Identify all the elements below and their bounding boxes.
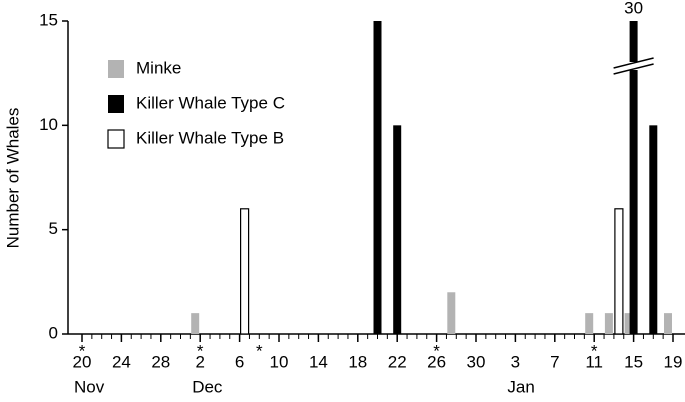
axis-break-gap <box>613 62 654 70</box>
x-tick-label: 18 <box>348 352 367 371</box>
bar <box>664 313 672 334</box>
x-tick-label: 20 <box>73 352 92 371</box>
asterisk: * <box>197 341 204 360</box>
asterisk: * <box>256 341 263 360</box>
x-tick-label: 30 <box>467 352 486 371</box>
bar <box>614 208 624 335</box>
bar <box>604 313 613 334</box>
x-tick-label: 22 <box>388 352 407 371</box>
month-label: Nov <box>74 377 105 396</box>
value-label: 30 <box>624 0 643 17</box>
x-tick-label: 11 <box>585 352 603 371</box>
month-label: Jan <box>507 377 534 396</box>
legend-swatch <box>107 129 125 149</box>
y-axis-label: Number of Whales <box>3 108 22 249</box>
y-tick-label: 10 <box>39 115 58 134</box>
asterisk: * <box>433 341 440 360</box>
bar <box>447 292 456 334</box>
x-tick-label: 10 <box>270 352 289 371</box>
x-tick-label: 15 <box>624 352 643 371</box>
asterisk: * <box>79 341 86 360</box>
x-tick-label: 26 <box>427 352 446 371</box>
y-tick-label: 5 <box>49 219 58 238</box>
legend-swatch <box>108 60 124 78</box>
month-label: Dec <box>192 377 223 396</box>
bar <box>624 313 633 334</box>
x-tick-label: 24 <box>112 352 131 371</box>
x-tick-label: 3 <box>511 352 520 371</box>
legend-label: Killer Whale Type B <box>136 128 284 147</box>
legend-label: Killer Whale Type C <box>136 93 285 112</box>
x-tick-label: 2 <box>195 352 204 371</box>
x-tick-label: 14 <box>309 352 328 371</box>
bar <box>191 313 200 334</box>
y-tick-label: 0 <box>49 323 58 342</box>
legend-swatch <box>108 95 124 113</box>
x-tick-label: 6 <box>235 352 244 371</box>
y-tick-label: 15 <box>39 10 58 29</box>
axis-break <box>613 57 654 69</box>
bar <box>585 313 594 334</box>
x-tick-label: 19 <box>664 352 683 371</box>
x-tick-label: 28 <box>151 352 170 371</box>
bar <box>629 21 638 334</box>
legend-label: Minke <box>136 58 181 77</box>
asterisk: * <box>591 341 598 360</box>
axis-break <box>613 63 654 75</box>
bar <box>373 21 382 334</box>
bar <box>649 125 658 334</box>
bar <box>240 208 250 335</box>
x-tick-label: 7 <box>550 352 559 371</box>
bar <box>393 125 402 334</box>
